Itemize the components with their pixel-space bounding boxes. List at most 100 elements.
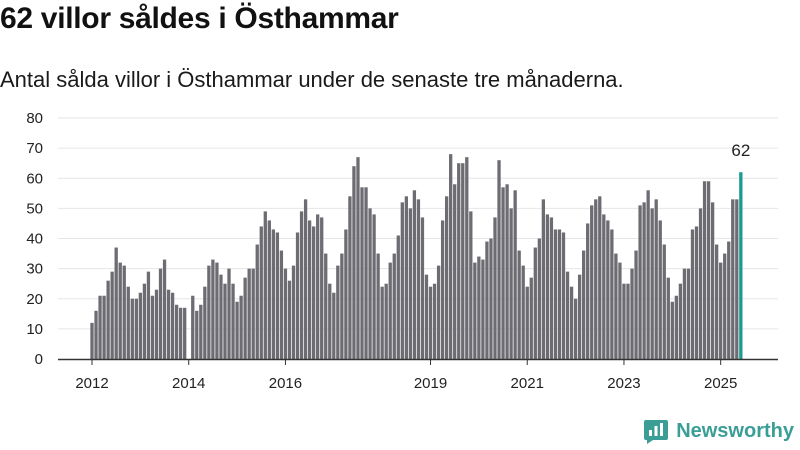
bar (538, 239, 541, 360)
bar (401, 202, 404, 359)
bar (167, 290, 170, 359)
bar (457, 163, 460, 359)
bar (336, 266, 339, 359)
bar (489, 239, 492, 360)
bar (501, 187, 504, 359)
bar (131, 299, 134, 359)
bar (381, 287, 384, 359)
bar (655, 199, 658, 359)
bar (630, 269, 633, 359)
bar (397, 235, 400, 359)
bar (530, 278, 533, 359)
bar (252, 269, 255, 359)
bar (679, 284, 682, 359)
bar (320, 217, 323, 359)
bar (139, 293, 142, 359)
bar (268, 220, 271, 359)
bar (534, 248, 537, 359)
bar (699, 208, 702, 359)
y-tick-label: 20 (26, 291, 43, 308)
bar (449, 154, 452, 359)
bar (481, 260, 484, 359)
bar (437, 266, 440, 359)
bar (376, 254, 379, 359)
bar (461, 163, 464, 359)
bar (260, 226, 263, 359)
bar (514, 190, 517, 359)
bar (634, 251, 637, 359)
bar (284, 269, 287, 359)
bar (638, 205, 641, 359)
bar (332, 293, 335, 359)
x-tick-label: 2023 (607, 375, 640, 392)
bar (385, 284, 388, 359)
y-tick-label: 50 (26, 200, 43, 217)
bar (646, 190, 649, 359)
bar (155, 290, 158, 359)
bar (324, 254, 327, 359)
bar (566, 272, 569, 359)
bar (292, 266, 295, 359)
x-tick-label: 2025 (704, 375, 737, 392)
bar (562, 232, 565, 359)
bar (421, 217, 424, 359)
bar (300, 211, 303, 359)
bar (312, 226, 315, 359)
x-axis-ticks: 2012 2014 2016 2019 2021 2023 2025 (75, 359, 737, 392)
bar (115, 248, 118, 359)
bar (98, 296, 101, 359)
bar (243, 278, 246, 359)
bar (651, 208, 654, 359)
bar (433, 284, 436, 359)
bar (276, 232, 279, 359)
bar (356, 157, 359, 359)
bar (296, 232, 299, 359)
bar (441, 220, 444, 359)
bar (425, 275, 428, 359)
bar (526, 287, 529, 359)
bar (135, 299, 138, 359)
bar (707, 181, 710, 359)
bar (231, 284, 234, 359)
y-tick-label: 30 (26, 261, 43, 278)
bar (473, 263, 476, 359)
bar (393, 254, 396, 359)
bar (175, 305, 178, 359)
bar (191, 296, 194, 359)
bar (163, 260, 166, 359)
bar (94, 311, 97, 359)
bar (618, 263, 621, 359)
bar (219, 275, 222, 359)
x-tick-label: 2019 (414, 375, 447, 392)
bar (195, 311, 198, 359)
bar (558, 229, 561, 359)
bar (159, 269, 162, 359)
bar (417, 199, 420, 359)
bar (723, 254, 726, 359)
bar (542, 199, 545, 359)
x-tick-label: 2012 (75, 375, 108, 392)
bar (389, 263, 392, 359)
bar (203, 287, 206, 359)
bar (364, 187, 367, 359)
bar (211, 260, 214, 359)
bar (223, 284, 226, 359)
bar (509, 208, 512, 359)
bar (493, 217, 496, 359)
bar (594, 199, 597, 359)
bar (465, 157, 468, 359)
bar (272, 229, 275, 359)
bar (143, 284, 146, 359)
bar (340, 254, 343, 359)
x-tick-label: 2014 (172, 375, 205, 392)
y-tick-label: 0 (35, 351, 43, 368)
y-tick-label: 40 (26, 231, 43, 248)
bar (550, 217, 553, 359)
bar (731, 199, 734, 359)
bar (348, 196, 351, 359)
bar (497, 160, 500, 359)
bar (328, 284, 331, 359)
bar (590, 205, 593, 359)
y-tick-label: 10 (26, 321, 43, 338)
bar (715, 245, 718, 359)
